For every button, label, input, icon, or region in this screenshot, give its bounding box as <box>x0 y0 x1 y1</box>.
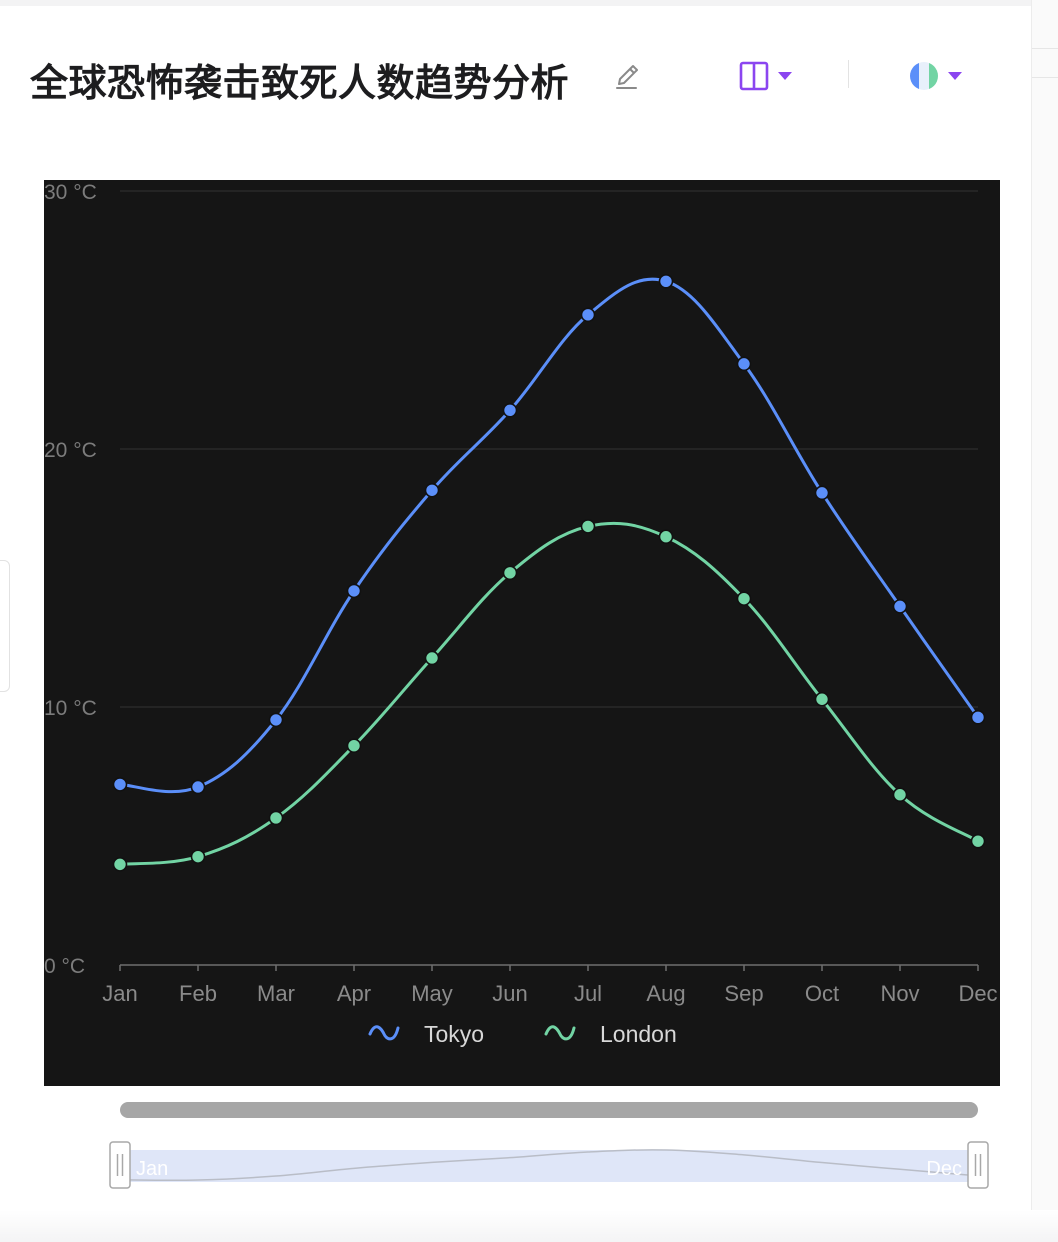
data-point-london[interactable] <box>970 833 986 849</box>
legend-label-tokyo[interactable]: Tokyo <box>424 1021 484 1047</box>
data-point-london[interactable] <box>580 519 596 534</box>
data-point-tokyo[interactable] <box>424 482 440 498</box>
data-point-tokyo[interactable] <box>112 777 128 792</box>
pencil-edit-icon[interactable] <box>610 60 644 94</box>
legend-label-london[interactable]: London <box>600 1021 677 1047</box>
drag-handle-icon[interactable] <box>109 1141 131 1189</box>
y-tick-label: 20 °C <box>44 439 97 462</box>
chart-panel: 0 °C 10 °C 20 °C 30 °C Jan Feb Mar Apr May Jun Jul… <box>44 180 1000 1086</box>
x-tick-label: Jun <box>492 981 527 1006</box>
x-tick-label: Aug <box>646 981 685 1006</box>
data-point-london[interactable] <box>346 738 362 754</box>
series-line-tokyo <box>119 277 980 794</box>
line-chart: 0 °C 10 °C 20 °C 30 °C Jan Feb Mar Apr May Jun Jul… <box>44 181 998 1047</box>
data-point-tokyo[interactable] <box>658 274 674 289</box>
color-theme-icon <box>910 62 938 90</box>
x-tick-label: Feb <box>179 981 217 1006</box>
y-tick-label: 30 °C <box>44 181 97 204</box>
data-point-london[interactable] <box>736 591 752 606</box>
rail-notch <box>1032 48 1058 78</box>
caret-down-icon <box>778 72 792 80</box>
x-tick-label: Dec <box>958 981 997 1006</box>
x-tick-label: Jul <box>574 981 602 1006</box>
x-tick-label: May <box>411 981 453 1006</box>
data-point-tokyo[interactable] <box>892 599 908 614</box>
zoom-preview-line <box>119 1149 979 1182</box>
data-point-tokyo[interactable] <box>346 583 362 599</box>
data-point-london[interactable] <box>112 857 128 872</box>
toolbar-divider <box>848 60 849 88</box>
data-point-tokyo[interactable] <box>502 403 518 418</box>
data-point-tokyo[interactable] <box>580 307 596 323</box>
split-columns-icon <box>739 61 769 91</box>
data-point-london[interactable] <box>814 691 830 707</box>
x-tick-label: Mar <box>257 981 295 1006</box>
data-point-tokyo[interactable] <box>970 710 986 725</box>
theme-toggle-button[interactable] <box>908 56 966 96</box>
chart-header: 全球恐怖袭击致死人数趋势分析 <box>30 48 990 105</box>
x-tick-label: Sep <box>724 981 763 1006</box>
data-point-tokyo[interactable] <box>268 712 284 728</box>
data-point-tokyo[interactable] <box>190 779 206 795</box>
bottom-fade <box>0 1210 1058 1242</box>
legend-icon-tokyo[interactable] <box>368 1025 400 1041</box>
zoom-start-label: Jan <box>136 1158 168 1180</box>
x-tick-label: Apr <box>337 981 371 1006</box>
drag-handle-icon[interactable] <box>967 1141 989 1189</box>
data-point-london[interactable] <box>190 849 206 864</box>
data-point-london[interactable] <box>502 565 518 581</box>
data-point-london[interactable] <box>658 529 674 545</box>
zoom-end-label: Dec <box>926 1158 962 1180</box>
x-tick-label: Jan <box>102 981 137 1006</box>
data-point-london[interactable] <box>268 810 284 826</box>
right-side-rail <box>1031 0 1058 1242</box>
zoom-end-handle[interactable] <box>967 1141 989 1189</box>
x-tick-label: Oct <box>805 981 839 1006</box>
data-point-tokyo[interactable] <box>736 356 752 372</box>
x-tick-label: Nov <box>880 981 919 1006</box>
data-point-tokyo[interactable] <box>814 485 830 501</box>
y-tick-label: 0 °C <box>44 955 85 978</box>
data-point-london[interactable] <box>892 787 908 803</box>
data-point-london[interactable] <box>424 650 440 666</box>
series-line-london <box>119 521 979 866</box>
layout-toggle-button[interactable] <box>738 56 796 96</box>
page-title: 全球恐怖袭击致死人数趋势分析 <box>30 61 570 105</box>
zoom-start-handle[interactable] <box>109 1141 131 1189</box>
caret-down-icon <box>948 72 962 80</box>
legend-icon-london[interactable] <box>544 1025 576 1041</box>
data-zoom-slider[interactable]: Jan Dec <box>0 1090 1031 1200</box>
left-side-tab[interactable] <box>0 560 10 692</box>
zoom-scrollbar[interactable] <box>120 1102 978 1118</box>
y-tick-label: 10 °C <box>44 697 97 720</box>
top-strip <box>0 0 1058 6</box>
